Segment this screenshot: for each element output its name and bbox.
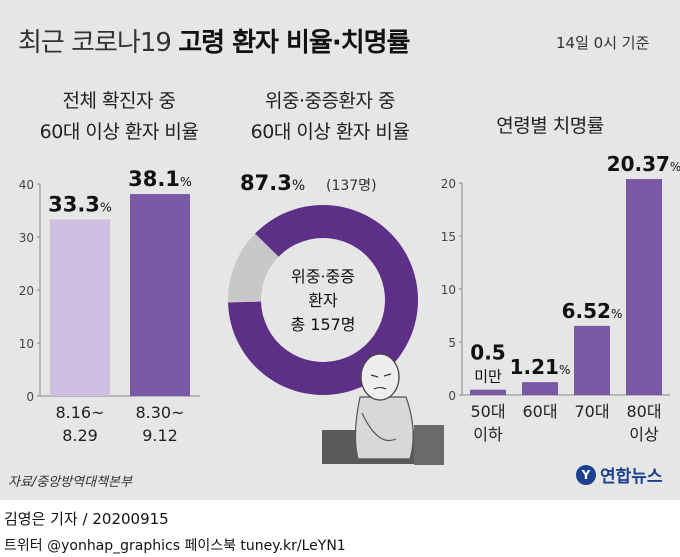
chart2-center-label: 총 157명: [290, 315, 355, 334]
patient-eyes: [370, 373, 392, 378]
chart3-bar: [574, 325, 610, 395]
chart1-bar-chart: 0 10 20 30 40 33.3% 8.16~ 8.29 38.1% 8.30~ 9.12: [19, 167, 200, 445]
chart3-ytick-label: 15: [441, 230, 456, 244]
chart3-category-label: 이하: [473, 425, 503, 444]
chart3-ytick-label: 20: [441, 177, 456, 191]
chart1-title-line2: 60대 이상 환자 비율: [39, 121, 199, 143]
chart2-center-label: 환자: [308, 291, 338, 310]
patient-head: [360, 353, 400, 401]
chart3-category-label: 60대: [522, 402, 557, 421]
infographic-panel: [0, 0, 680, 500]
chart2-donut-slice: [228, 233, 279, 303]
chart1-ytick-label: 30: [19, 231, 34, 245]
chart3-ytick-label: 5: [448, 336, 456, 350]
patient-body: [354, 396, 414, 460]
chart3-bar: [626, 179, 662, 395]
chart1-value-label: 38.1%: [128, 167, 192, 191]
chart3-bar: [470, 389, 506, 395]
logo-icon: Y: [576, 464, 596, 485]
chart2-donut-slice: [228, 205, 418, 395]
chart3-category-label: 50대: [470, 402, 505, 421]
chart1-category-label: 8.29: [62, 426, 98, 445]
chart3-category-label: 이상: [629, 425, 659, 444]
reference-date: 14일 0시 기준: [556, 34, 650, 52]
chart2-count-label: (137명): [326, 178, 377, 194]
chart1-title-line1: 전체 확진자 중: [62, 90, 176, 112]
elderly-patient-illustration: [322, 353, 444, 465]
chart3-title: 연령별 치명률: [460, 111, 640, 142]
chart3-value-label: 1.21%: [510, 355, 571, 379]
chart3-ytick-label: 0: [448, 389, 456, 403]
page-title: 최근 코로나19 고령 환자 비율·치명률: [18, 22, 410, 59]
chart3-ytick-label: 10: [441, 283, 456, 297]
chart1-ytick-label: 0: [26, 390, 34, 404]
chart1-category-label: 9.12: [142, 426, 178, 445]
chart1-ytick-label: 40: [19, 178, 34, 192]
publisher-logo: Y 연합뉴스: [576, 462, 663, 487]
chart1-ytick-label: 10: [19, 337, 34, 351]
chart1-ytick-label: 20: [19, 284, 34, 298]
chart1-bar: [130, 194, 190, 396]
logo-text: 연합뉴스: [600, 467, 663, 487]
chart2-title-line1: 위중·중증환자 중: [265, 90, 395, 112]
chart2-center-label: 위중·중증: [291, 267, 355, 286]
chart2-title: 위중·중증환자 중 60대 이상 환자 비율: [215, 86, 445, 148]
title-light: 최근 코로나19: [18, 28, 172, 58]
social-links[interactable]: 트위터 @yonhap_graphics 페이스북 tuney.kr/LeYN1: [4, 538, 346, 554]
chart1-bar: [50, 219, 110, 396]
bench-cushion: [414, 425, 444, 465]
chart3-value-label: 20.37%: [607, 152, 680, 176]
chart1-category-label: 8.16~: [55, 403, 104, 422]
chart1-category-label: 8.30~: [135, 403, 184, 422]
patient-mouth: [373, 386, 387, 390]
chart2-value-label: 87.3%: [240, 171, 305, 195]
chart3-category-label: 80대: [626, 402, 661, 421]
chart3-category-label: 70대: [574, 402, 609, 421]
chart1-title: 전체 확진자 중 60대 이상 환자 비율: [14, 86, 224, 148]
chart3-title-line1: 연령별 치명률: [496, 115, 604, 137]
title-bold: 고령 환자 비율·치명률: [178, 28, 410, 58]
patient-arm: [361, 412, 397, 441]
byline: 김영은 기자 / 20200915: [4, 510, 169, 528]
chart3-value-label: 6.52%: [562, 299, 623, 323]
chart2-title-line2: 60대 이상 환자 비율: [250, 121, 410, 143]
chart3-value-label: 미만: [474, 368, 502, 386]
source-note: 자료/중앙방역대책본부: [8, 475, 132, 490]
chart3-bar: [522, 382, 558, 395]
chart1-value-label: 33.3%: [48, 193, 112, 217]
chart3-value-label: 0.5: [470, 341, 505, 365]
